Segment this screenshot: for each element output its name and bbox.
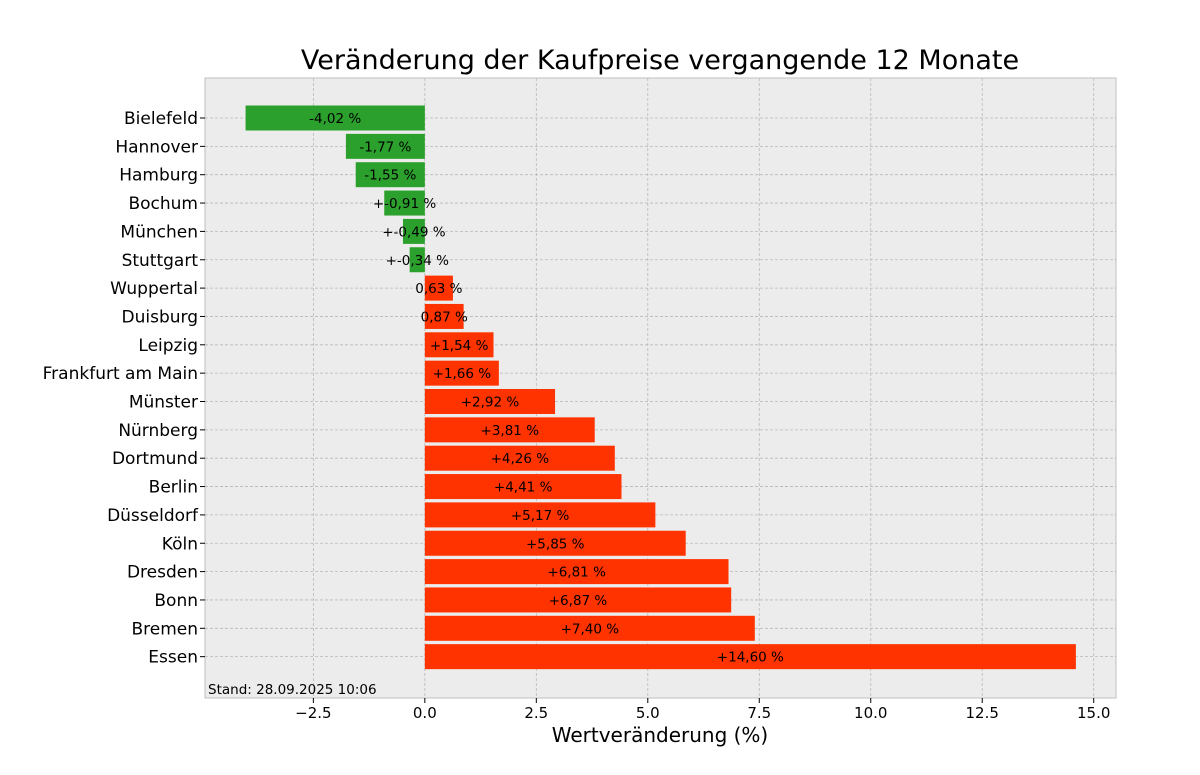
y-tick-label: Hannover xyxy=(115,137,198,157)
y-tick-label: Bielefeld xyxy=(124,109,198,129)
bar xyxy=(345,133,425,159)
y-tick-label: Münster xyxy=(129,393,198,413)
y-tick-label: Frankfurt am Main xyxy=(43,364,198,384)
bar-value-label: -1,77 % xyxy=(359,139,411,155)
bar xyxy=(424,587,732,613)
bar-value-label: +2,92 % xyxy=(461,395,520,411)
bar xyxy=(424,474,622,500)
bar-value-label: +-0,91 % xyxy=(373,196,437,212)
bar xyxy=(424,615,755,641)
bar-value-label: +1,54 % xyxy=(430,338,489,354)
y-tick-label: Düsseldorf xyxy=(107,506,199,526)
y-tick-label: Bremen xyxy=(131,619,198,639)
y-tick-label: Stuttgart xyxy=(122,251,199,271)
y-tick-label: Wuppertal xyxy=(110,279,198,299)
bar xyxy=(402,218,425,244)
bar-value-label: +5,85 % xyxy=(526,536,585,552)
bar-value-label: 0,63 % xyxy=(415,281,462,297)
chart-title: Veränderung der Kaufpreise vergangende 1… xyxy=(301,45,1019,76)
y-tick-label: München xyxy=(120,222,198,242)
x-tick-label: 12.5 xyxy=(966,704,999,722)
x-tick-label: 5.0 xyxy=(636,704,660,722)
y-tick-label: Nürnberg xyxy=(118,421,198,441)
x-tick-label: 0.0 xyxy=(413,704,437,722)
bar-value-label: +-0,49 % xyxy=(382,224,446,240)
bar xyxy=(409,247,425,273)
bar xyxy=(424,389,556,414)
y-tick-label: Köln xyxy=(162,534,198,554)
y-tick-label: Leipzig xyxy=(138,336,198,356)
bar-value-label: +-0,34 % xyxy=(386,253,450,269)
x-tick-label: 2.5 xyxy=(524,704,548,722)
bar xyxy=(424,275,453,301)
y-tick-label: Bochum xyxy=(128,194,198,214)
y-tick-label: Hamburg xyxy=(119,166,198,186)
bar-value-label: +4,41 % xyxy=(494,480,553,496)
bar-value-label: +14,60 % xyxy=(717,650,784,666)
bar xyxy=(355,162,425,188)
bar xyxy=(424,360,499,386)
bar xyxy=(424,559,729,585)
y-tick-label: Essen xyxy=(148,648,198,668)
x-axis-label: Wertveränderung (%) xyxy=(552,723,769,747)
y-tick-label: Bonn xyxy=(154,591,198,611)
bar-value-label: +4,26 % xyxy=(491,451,550,467)
bar-value-label: 0,87 % xyxy=(421,309,468,325)
bar-value-label: +6,87 % xyxy=(549,593,608,609)
bar xyxy=(424,303,464,329)
bar xyxy=(245,105,425,131)
x-tick-label: 15.0 xyxy=(1077,704,1110,722)
x-tick-label: 10.0 xyxy=(854,704,887,722)
bar-value-label: -1,55 % xyxy=(364,168,416,184)
x-tick-label: 7.5 xyxy=(747,704,771,722)
bar xyxy=(424,502,656,528)
bar xyxy=(424,332,494,358)
bar-value-label: +6,81 % xyxy=(547,565,606,581)
y-tick-label: Dortmund xyxy=(112,449,198,469)
bar-value-label: -4,02 % xyxy=(309,111,361,127)
x-tick-label: −2.5 xyxy=(295,704,331,722)
bar xyxy=(424,445,615,471)
bar-value-label: +3,81 % xyxy=(481,423,540,439)
y-tick-label: Duisburg xyxy=(122,307,199,327)
bar xyxy=(384,190,425,216)
y-tick-label: Dresden xyxy=(127,563,198,583)
bar-value-label: +1,66 % xyxy=(433,366,492,382)
bar xyxy=(424,644,1076,670)
bar-value-label: +5,17 % xyxy=(511,508,570,524)
timestamp-note: Stand: 28.09.2025 10:06 xyxy=(208,682,377,698)
bar xyxy=(424,417,595,443)
y-tick-label: Berlin xyxy=(149,478,198,498)
bar xyxy=(424,530,686,556)
bar-value-label: +7,40 % xyxy=(561,621,620,637)
